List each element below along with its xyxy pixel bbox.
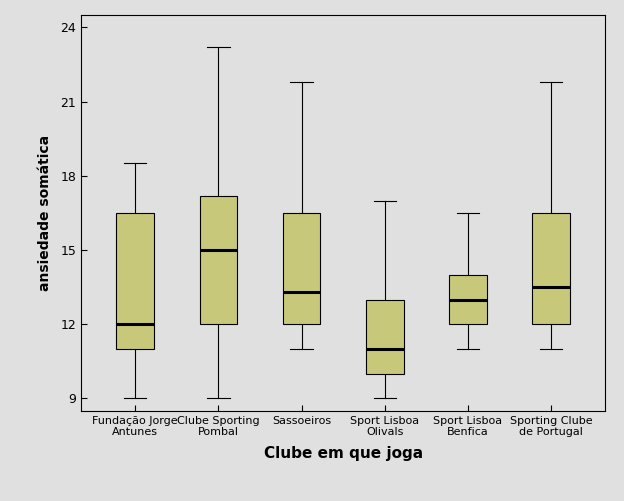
Y-axis label: ansiedade somática: ansiedade somática xyxy=(38,135,52,291)
FancyBboxPatch shape xyxy=(117,213,154,349)
X-axis label: Clube em que joga: Clube em que joga xyxy=(263,445,423,460)
FancyBboxPatch shape xyxy=(283,213,320,324)
FancyBboxPatch shape xyxy=(200,195,237,324)
FancyBboxPatch shape xyxy=(366,300,404,374)
FancyBboxPatch shape xyxy=(449,275,487,324)
FancyBboxPatch shape xyxy=(532,213,570,324)
